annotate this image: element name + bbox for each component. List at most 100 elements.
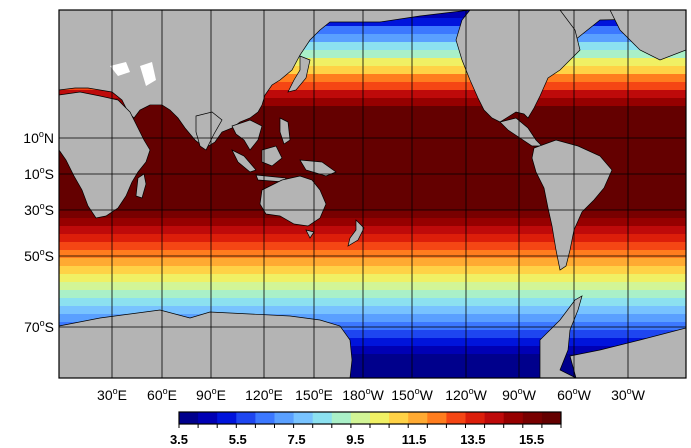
ocean-band [59,146,686,155]
ocean-band [59,98,686,107]
africa-land [59,91,151,219]
colorbar-swatch [198,412,218,424]
latitude-label: 10oN [23,129,54,146]
ocean-band [59,322,686,331]
ocean-band [59,226,686,235]
colorbar-swatch [541,412,562,424]
greenland-land [609,10,686,61]
north-america-land [455,10,581,123]
arctic-ice [140,62,156,86]
colorbar-tick-label: 11.5 [402,432,427,447]
colorbar-tick-label: 7.5 [287,432,305,447]
madagascar-land [135,173,147,199]
caspian-ice [110,62,130,76]
ocean-band [59,258,686,267]
antarctic-peninsula-land [539,295,583,378]
ocean-band [59,250,686,259]
ocean-band [59,202,686,211]
ocean-band [59,298,686,307]
ocean-temperature-field [59,10,686,378]
ocean-band [59,138,686,147]
longitude-label: 180oW [342,386,384,403]
longitude-label: 120oW [445,386,487,403]
colorbar-tick-label: 13.5 [460,432,485,447]
ocean-band [59,90,686,99]
ocean-band [59,186,686,195]
india-land [195,111,223,151]
latitude-label: 70oS [24,318,54,335]
philippines-land [279,117,291,145]
colorbar-swatch [350,412,371,424]
ocean-band [59,74,686,83]
colorbar-swatch [331,412,352,424]
new-zealand-land [347,219,365,247]
ocean-band [59,194,686,203]
ocean-band [59,370,686,378]
ocean-band [59,266,686,275]
longitude-label: 30oE [97,386,127,403]
longitude-label: 120oE [245,386,283,403]
ocean-band [59,330,686,339]
sumatra-land [231,149,257,173]
longitude-label: 150oW [391,386,433,403]
colorbar-swatch [408,412,428,424]
longitude-label: 90oW [502,386,537,403]
longitude-label: 30oW [611,386,646,403]
ocean-band [59,178,686,187]
colorbar-swatch [274,412,294,424]
colorbar-swatch [484,412,505,424]
colorbar [178,411,562,428]
ocean-band [59,362,686,371]
ocean-band [59,66,686,75]
latitude-labels: 10oN 10oS 30oS 50oS 70oS [23,129,54,335]
longitude-label: 90oE [196,386,226,403]
colorbar-swatch [293,412,314,424]
ocean-band [59,346,686,355]
ocean-band [59,314,686,323]
colorbar-labels: 3.5 5.5 7.5 9.5 11.5 13.5 15.5 [170,432,544,447]
ocean-band [59,282,686,291]
australia-land [259,175,327,227]
latitude-label: 10oS [24,165,54,182]
ocean-band [59,234,686,243]
colorbar-swatch [312,412,333,424]
map-frame [58,9,687,379]
colorbar-swatch [427,412,447,424]
japan-land [287,55,311,93]
colorbar-swatch [370,412,390,424]
tasmania-land [305,229,315,239]
ocean-band [59,274,686,283]
ocean-band [59,242,686,251]
colorbar-tick-label: 3.5 [170,432,188,447]
ocean-band [59,82,686,91]
ocean-band [59,106,686,115]
longitude-labels: 30oE 60oE 90oE 120oE 150oE 180oW 150oW 120oW 90o… [97,386,646,403]
colorbar-tick-label: 5.5 [229,432,247,447]
ocean-band [59,162,686,171]
latitude-label: 50oS [24,247,54,264]
ocean-band [59,154,686,163]
indochina-land [231,119,263,151]
borneo-land [261,145,283,167]
ocean-band [59,114,686,123]
ocean-band [59,210,686,219]
south-america-land [531,139,613,271]
colorbar-swatch [465,412,485,424]
colorbar-swatch [236,412,256,424]
graticule-grid [59,10,686,378]
ocean-band [59,354,686,363]
colorbar-swatch [389,412,409,424]
ocean-band [59,122,686,131]
ocean-band [59,290,686,299]
longitude-label: 60oW [557,386,592,403]
colorbar-swatch [255,412,275,424]
ocean-band [59,50,686,59]
colorbar-tick-label: 15.5 [519,432,544,447]
ocean-band [59,34,686,43]
antarctica-land [59,309,353,378]
colorbar-swatch [179,412,199,424]
longitude-label: 60oE [147,386,177,403]
longitude-label: 150oE [295,386,333,403]
ocean-band [59,58,686,67]
